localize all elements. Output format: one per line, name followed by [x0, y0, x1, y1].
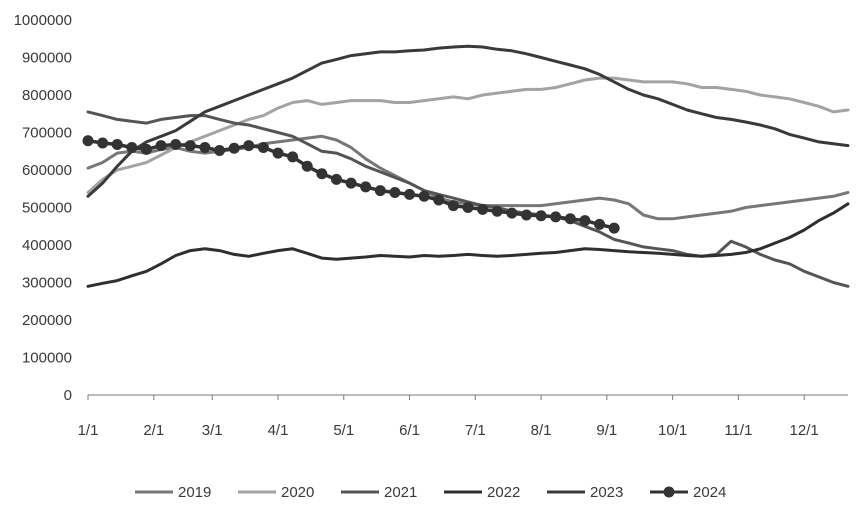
x-tick-label: 5/1 — [333, 422, 354, 439]
data-point-2024 — [404, 188, 416, 200]
data-point-2024 — [301, 160, 313, 172]
legend-label: 2024 — [693, 484, 726, 501]
legend-item-2020: 2020 — [238, 484, 314, 501]
data-point-2024 — [608, 222, 620, 234]
data-point-2024 — [170, 139, 182, 150]
legend-label: 2022 — [487, 484, 520, 501]
y-tick-label: 400000 — [22, 237, 72, 254]
data-point-2024 — [228, 142, 240, 154]
data-point-2024 — [447, 200, 459, 212]
data-point-2024 — [433, 194, 445, 206]
chart-axes — [87, 394, 848, 400]
x-axis-tick-labels: 1/1 2/1 3/1 4/1 5/1 6/1 7/1 8/1 9/1 10/1 11/1 12/1 — [78, 422, 819, 439]
x-tick-label: 4/1 — [268, 422, 289, 439]
y-tick-label: 800000 — [22, 87, 72, 104]
x-tick-label: 9/1 — [596, 422, 617, 439]
x-tick-label: 2/1 — [143, 422, 164, 439]
y-axis-tick-labels: 0 100000 200000 300000 400000 500000 600000 700… — [14, 12, 72, 404]
data-point-2024 — [316, 168, 328, 180]
legend: 2019 2020 2021 2022 2023 2024 — [135, 484, 726, 501]
data-point-2024 — [257, 142, 269, 153]
series-lines — [82, 44, 850, 288]
data-point-2024 — [477, 203, 489, 215]
series-line-2022 — [86, 202, 850, 288]
legend-label: 2023 — [590, 484, 623, 501]
data-point-2024 — [287, 151, 299, 163]
data-point-2024 — [491, 205, 503, 217]
data-point-2024 — [155, 140, 167, 152]
y-tick-label: 100000 — [22, 350, 72, 367]
legend-label: 2021 — [384, 484, 417, 501]
data-point-2024 — [462, 202, 474, 213]
legend-item-2024: 2024 — [650, 484, 726, 501]
series-line-2020 — [86, 76, 850, 194]
x-tick-label: 10/1 — [658, 422, 687, 439]
data-point-2024 — [82, 135, 94, 147]
data-point-2024 — [330, 173, 342, 185]
y-tick-label: 1000000 — [14, 12, 72, 29]
y-tick-label: 0 — [64, 387, 72, 404]
x-tick-label: 12/1 — [790, 422, 819, 439]
series-line-2021 — [86, 110, 850, 288]
data-point-2024 — [520, 209, 532, 221]
data-point-2024 — [389, 187, 401, 198]
data-point-2024 — [535, 210, 547, 222]
data-point-2024 — [564, 213, 576, 225]
x-tick-label: 6/1 — [399, 422, 420, 439]
data-point-2024 — [184, 140, 196, 152]
data-point-2024 — [214, 145, 226, 156]
y-tick-label: 600000 — [22, 162, 72, 179]
y-tick-label: 200000 — [22, 312, 72, 329]
legend-marker — [663, 486, 675, 498]
data-point-2024 — [345, 177, 357, 189]
data-point-2024 — [140, 143, 152, 155]
x-tick-label: 1/1 — [78, 422, 99, 439]
legend-item-2019: 2019 — [135, 484, 211, 501]
x-tick-label: 11/1 — [724, 422, 752, 439]
data-point-2024 — [579, 215, 591, 227]
data-point-2024 — [506, 207, 518, 219]
data-point-2024 — [243, 140, 255, 152]
data-point-2024 — [97, 137, 109, 149]
data-point-2024 — [550, 211, 562, 223]
y-tick-label: 700000 — [22, 125, 72, 142]
y-tick-label: 300000 — [22, 275, 72, 292]
legend-item-2021: 2021 — [341, 484, 417, 501]
legend-label: 2019 — [178, 484, 211, 501]
x-tick-label: 8/1 — [531, 422, 552, 439]
legend-label: 2020 — [281, 484, 314, 501]
data-point-2024 — [199, 142, 211, 153]
y-tick-label: 500000 — [22, 200, 72, 217]
data-point-2024 — [111, 139, 123, 150]
data-point-2024 — [594, 218, 606, 230]
data-point-2024 — [374, 185, 386, 197]
data-point-2024 — [360, 181, 372, 193]
data-point-2024 — [272, 147, 284, 159]
data-point-2024 — [126, 142, 138, 153]
series-line-2023 — [86, 44, 850, 198]
legend-item-2022: 2022 — [444, 484, 520, 501]
x-tick-label: 7/1 — [465, 422, 486, 439]
data-point-2024 — [418, 190, 430, 202]
y-tick-label: 900000 — [22, 50, 72, 67]
x-tick-label: 3/1 — [202, 422, 223, 439]
legend-item-2023: 2023 — [547, 484, 623, 501]
